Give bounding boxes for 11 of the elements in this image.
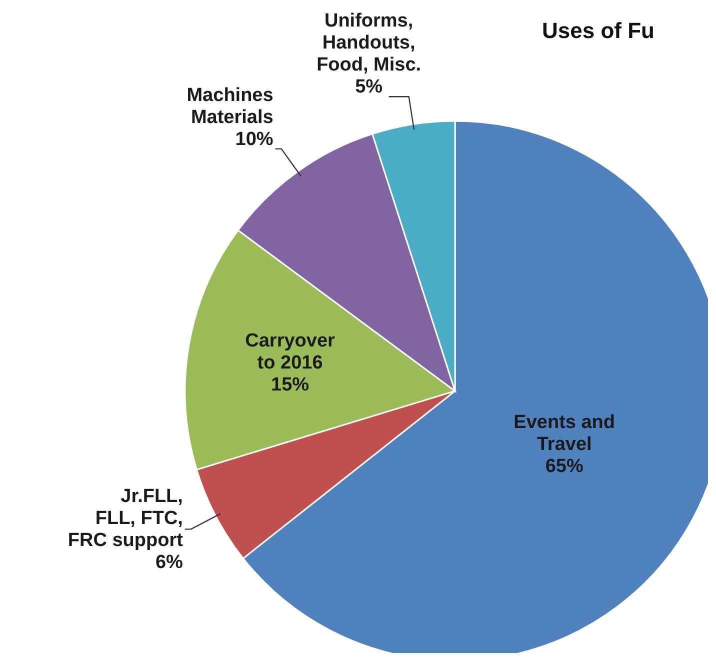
data-label: 5% [355,76,383,98]
slice-label: Carryover to 2016 [245,330,336,374]
slice-label: Machines Materials [186,84,274,128]
chart-title: Uses of Fu [542,18,654,44]
slice-label: Jr.FLL, FLL, FTC, FRC support [68,486,184,552]
data-label: 10% [235,128,274,150]
slice-label: Uniforms, Handouts, Food, Misc. [316,10,422,76]
data-label: 15% [271,374,310,396]
data-label: 65% [545,456,584,477]
slice-label: Events and Travel [514,412,616,455]
data-label: 6% [156,552,184,574]
